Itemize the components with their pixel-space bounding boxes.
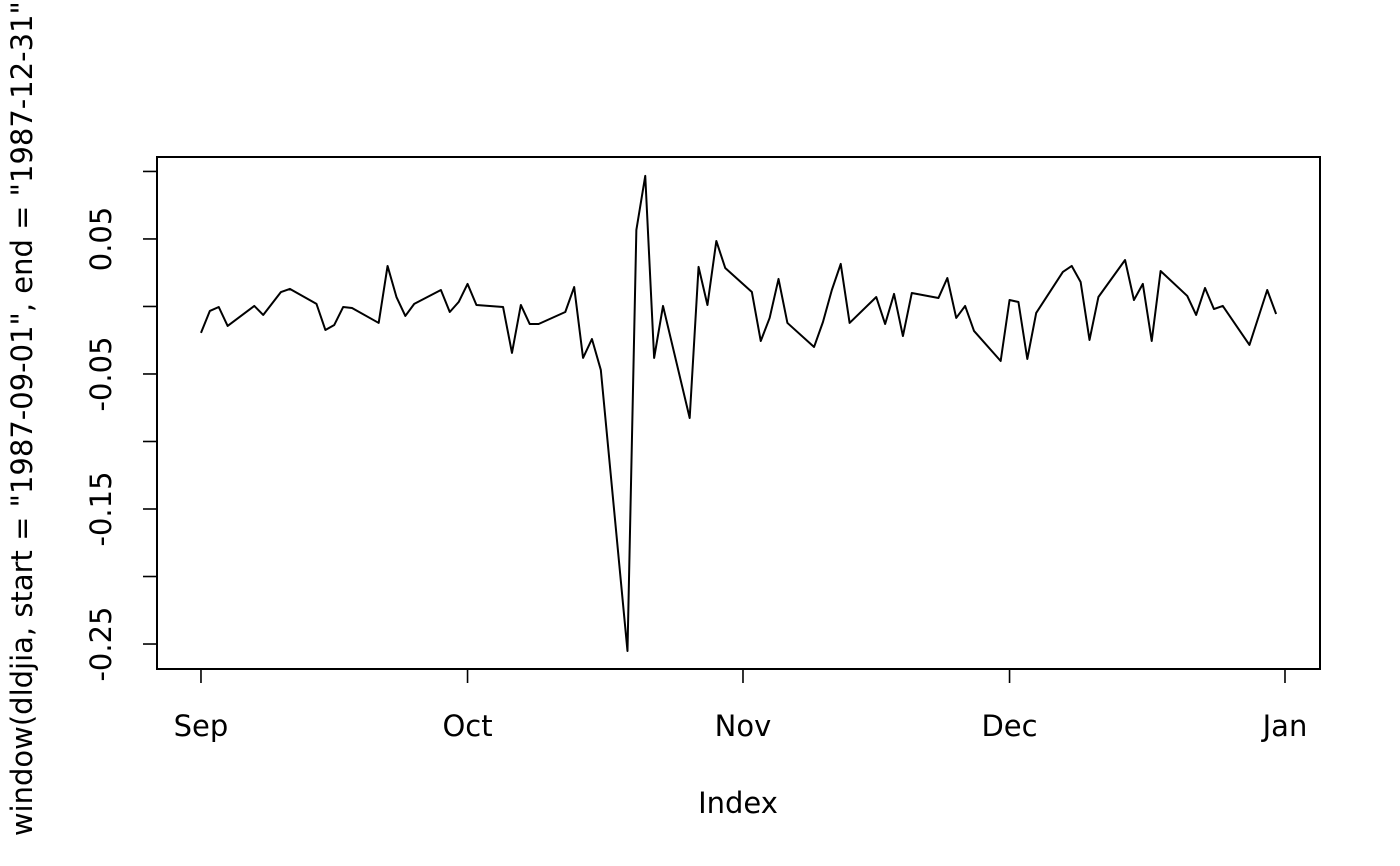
x-tick-label: Jan bbox=[1261, 709, 1308, 743]
x-tick-label: Nov bbox=[715, 709, 772, 743]
x-axis-label: Index bbox=[698, 786, 778, 820]
x-tick-label: Sep bbox=[174, 709, 229, 743]
x-tick-label: Dec bbox=[981, 709, 1037, 743]
y-tick-label: 0.05 bbox=[84, 207, 118, 272]
plot-frame bbox=[156, 156, 1321, 670]
y-tick-label: -0.15 bbox=[84, 471, 118, 546]
x-tick-label: Oct bbox=[442, 709, 492, 743]
y-tick-label: -0.05 bbox=[84, 336, 118, 411]
data-line bbox=[200, 174, 1278, 653]
y-axis-label: window(dldjia, start = "1987-09-01", end… bbox=[5, 0, 39, 836]
y-tick-label: -0.25 bbox=[84, 606, 118, 681]
